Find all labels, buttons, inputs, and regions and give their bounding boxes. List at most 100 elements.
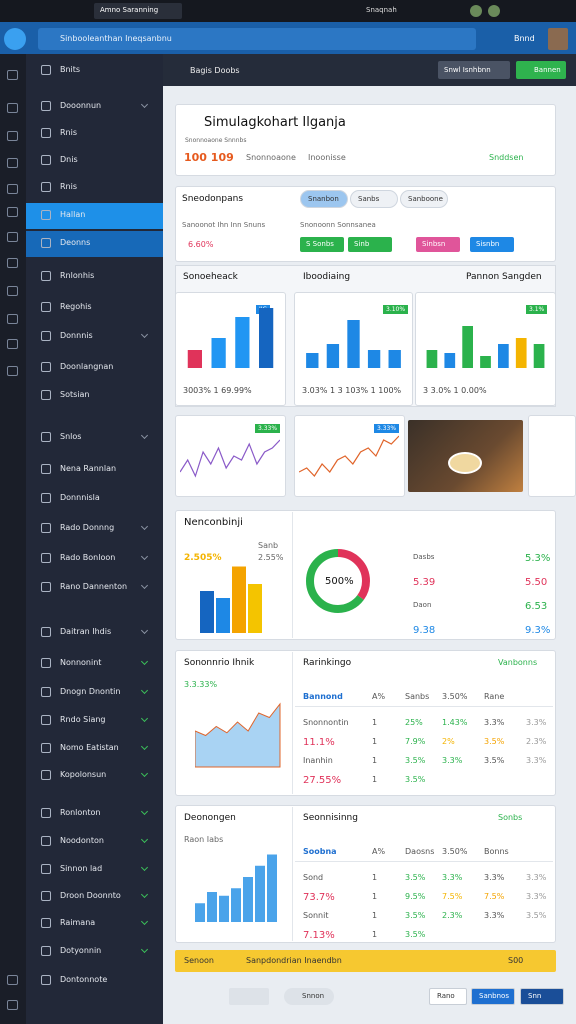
rail-icon[interactable] — [7, 1000, 18, 1010]
table-cell: 11.1% — [303, 737, 335, 748]
rail-icon[interactable] — [7, 131, 18, 141]
chart-title: Sononnrio Ihnik — [184, 658, 255, 668]
nav-item[interactable]: Hallan — [60, 210, 86, 219]
breakdown-label: 2.55% — [258, 553, 284, 562]
footer-button[interactable] — [471, 988, 515, 1005]
chip[interactable] — [416, 237, 460, 252]
bar — [306, 353, 319, 368]
nav-item[interactable]: Dotyonnin — [60, 946, 102, 955]
chip[interactable] — [300, 237, 344, 252]
table-header: Daosns — [405, 847, 435, 856]
nav-item[interactable]: Dooonnun — [60, 101, 102, 110]
table-cell: 27.55% — [303, 775, 342, 786]
bar — [515, 338, 527, 368]
summary-subtitle: Snonnoaone Snnnbs — [185, 137, 247, 144]
nav-item[interactable]: Deonns — [60, 238, 91, 247]
bar — [326, 344, 340, 368]
summary-card — [175, 104, 556, 176]
nav-item[interactable]: Rnis — [60, 128, 78, 137]
badge: 3.33% — [374, 424, 400, 433]
nav-item[interactable]: Rnlonhis — [60, 271, 95, 280]
nav-item[interactable]: Bnits — [60, 65, 81, 74]
secondary-button[interactable] — [438, 61, 510, 79]
summary-link: Snddsen — [489, 153, 524, 162]
nav-item[interactable]: Nena Rannlan — [60, 464, 117, 473]
table-cell: 7.9% — [405, 737, 426, 746]
bar — [480, 356, 491, 368]
table-cell: Sond — [303, 873, 324, 882]
nav-item[interactable]: Dnogn Dnontin — [60, 687, 121, 696]
filter-tab[interactable] — [300, 190, 348, 208]
nav-icon — [41, 743, 51, 753]
nav-item[interactable]: Rndo Siang — [60, 715, 106, 724]
area — [195, 702, 281, 768]
footer-button[interactable] — [429, 988, 467, 1005]
search-field[interactable] — [38, 28, 476, 50]
nav-item[interactable]: Doonlangnan — [60, 362, 114, 371]
filter-line: Snonoonn Sonnsanea — [300, 221, 376, 229]
table-cell: 1 — [372, 775, 378, 784]
nav-item[interactable]: Rano Dannenton — [60, 582, 128, 591]
bar — [211, 338, 226, 368]
nav-item[interactable]: Droon Doonnto — [60, 891, 121, 900]
rail-icon[interactable] — [7, 975, 18, 985]
rail-icon[interactable] — [7, 103, 18, 113]
nav-item[interactable]: Sotsian — [60, 390, 90, 399]
chip[interactable] — [348, 237, 392, 252]
filter-tab[interactable] — [400, 190, 448, 208]
footer-button[interactable] — [520, 988, 564, 1005]
nav-item[interactable]: Dontonnote — [60, 975, 108, 984]
page-button[interactable] — [229, 988, 269, 1005]
rail-icon[interactable] — [7, 258, 18, 268]
nav-item[interactable]: Snlos — [60, 432, 82, 441]
nav-item[interactable]: Rnis — [60, 182, 78, 191]
search-button[interactable]: Bnnd — [514, 34, 535, 43]
stat-value: 5.3% — [525, 553, 551, 564]
rail-icon[interactable] — [7, 207, 18, 217]
table-cell: Snonnontin — [303, 718, 349, 727]
plate — [448, 452, 482, 474]
page-button[interactable] — [284, 988, 334, 1005]
table-cell: 3.3% — [526, 718, 547, 727]
table-cell: 3.3% — [484, 873, 505, 882]
rail-icon[interactable] — [7, 70, 18, 80]
row-line — [295, 706, 553, 707]
nav-item[interactable]: Nomo Eatistan — [60, 743, 119, 752]
rail-icon[interactable] — [7, 158, 18, 168]
nav-item[interactable]: Daitran Ihdis — [60, 627, 112, 636]
nav-item[interactable]: Regohis — [60, 302, 92, 311]
nav-item[interactable]: Kopolonsun — [60, 770, 107, 779]
nav-item[interactable]: Donnnis — [60, 331, 93, 340]
logo — [4, 28, 26, 50]
nav-item[interactable]: Raimana — [60, 918, 96, 927]
nav-item[interactable]: Nonnonint — [60, 658, 102, 667]
table-cell: 3.5% — [484, 737, 505, 746]
nav-icon — [41, 101, 51, 111]
nav-item[interactable]: Sinnon lad — [60, 864, 103, 873]
rail-icon[interactable] — [7, 366, 18, 376]
nav-icon — [41, 836, 51, 846]
nav-item[interactable]: Rado Donnng — [60, 523, 115, 532]
filter-tab[interactable] — [350, 190, 398, 208]
nav-icon — [41, 362, 51, 372]
summary-tag: Inoonisse — [308, 153, 346, 162]
rail-icon[interactable] — [7, 286, 18, 296]
nav-item[interactable]: Dnis — [60, 155, 78, 164]
primary-button[interactable] — [516, 61, 566, 79]
nav-icon — [41, 946, 51, 956]
rail-icon[interactable] — [7, 232, 18, 242]
table-cell: 1 — [372, 873, 378, 882]
rail-icon[interactable] — [7, 314, 18, 324]
nav-item[interactable]: Ronlonton — [60, 808, 101, 817]
table-title: Rarinkingo — [303, 658, 352, 668]
chip[interactable] — [470, 237, 514, 252]
nav-item[interactable]: Noodonton — [60, 836, 104, 845]
table-cell: 3.3% — [442, 873, 463, 882]
rail-icon[interactable] — [7, 184, 18, 194]
nav-icon — [41, 864, 51, 874]
nav-item[interactable]: Donnnisla — [60, 493, 100, 502]
nav-item[interactable]: Rado Bonloon — [60, 553, 116, 562]
table-cell: 3.5% — [405, 756, 426, 765]
rail-icon[interactable] — [7, 339, 18, 349]
table-cell: 1 — [372, 930, 378, 939]
